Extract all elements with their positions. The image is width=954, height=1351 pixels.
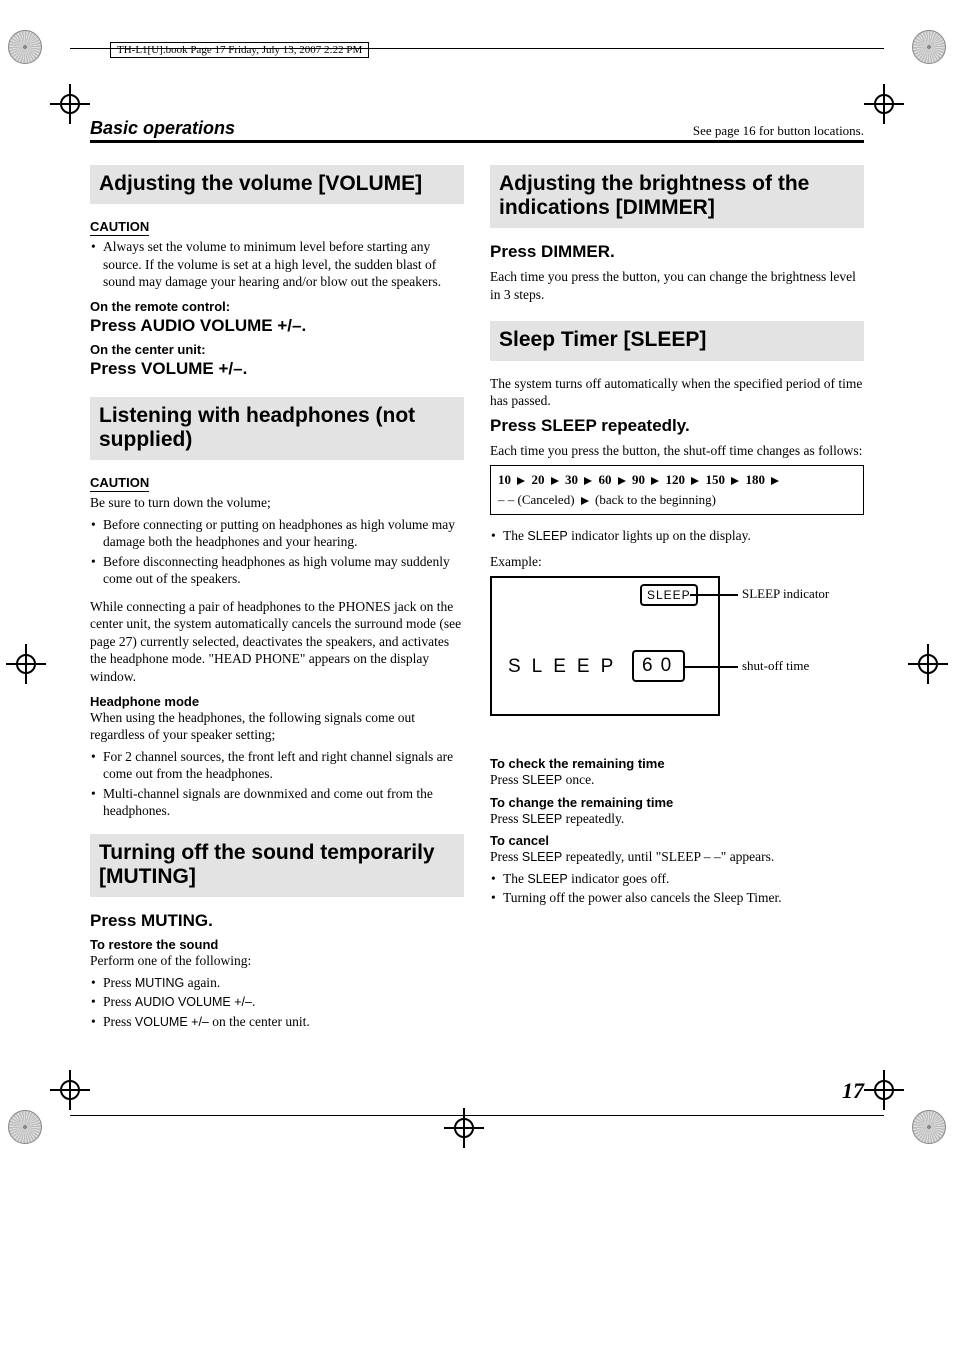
display-diagram: SLEEP SLEEP 60 SLEEP indicator shut-off … <box>490 576 864 736</box>
registration-mark-icon <box>870 90 898 118</box>
header-note: See page 16 for button locations. <box>693 123 864 139</box>
sub-label: On the remote control: <box>90 299 464 314</box>
sleep-sequence-box: 10 20 30 60 90 120 150 180 – – (Canceled… <box>490 465 864 515</box>
body-text: Press SLEEP once. <box>490 771 864 789</box>
heading-muting: Turning off the sound temporarily [MUTIN… <box>90 834 464 897</box>
body-text: Press VOLUME +/– on the center unit. <box>90 1013 464 1031</box>
caution-label: CAUTION <box>90 475 149 492</box>
display-time-text: 60 <box>632 650 685 682</box>
callout-label: SLEEP indicator <box>742 586 829 602</box>
caution-label: CAUTION <box>90 219 149 236</box>
crop-mark-icon <box>8 1110 42 1144</box>
body-text: Press AUDIO VOLUME +/–. <box>90 993 464 1011</box>
body-text: Press SLEEP repeatedly, until "SLEEP – –… <box>490 848 864 866</box>
right-column: Adjusting the brightness of the indicati… <box>490 161 864 1038</box>
registration-mark-icon <box>870 1076 898 1104</box>
sub-label: On the center unit: <box>90 342 464 357</box>
body-text: Turning off the power also cancels the S… <box>490 889 864 907</box>
action-text: Press VOLUME +/–. <box>90 359 464 379</box>
body-text: The SLEEP indicator lights up on the dis… <box>490 527 864 545</box>
body-text: Press MUTING again. <box>90 974 464 992</box>
body-text: The SLEEP indicator goes off. <box>490 870 864 888</box>
heading-volume: Adjusting the volume [VOLUME] <box>90 165 464 204</box>
body-text: Be sure to turn down the volume; <box>90 494 464 512</box>
page-header: Basic operations See page 16 for button … <box>90 118 864 143</box>
body-text: Example: <box>490 553 864 571</box>
heading-headphones: Listening with headphones (not supplied) <box>90 397 464 460</box>
body-text: Each time you press the button, the shut… <box>490 442 864 460</box>
action-text: Press MUTING. <box>90 911 464 931</box>
heading-sleep: Sleep Timer [SLEEP] <box>490 321 864 360</box>
crop-mark-icon <box>912 1110 946 1144</box>
crop-mark-icon <box>8 30 42 64</box>
framemaker-header: TH-L1[U].book Page 17 Friday, July 13, 2… <box>110 42 369 58</box>
action-text: Press DIMMER. <box>490 242 864 262</box>
sub-label: Headphone mode <box>90 694 464 709</box>
body-text: When using the headphones, the following… <box>90 709 464 744</box>
sub-label: To cancel <box>490 833 864 848</box>
left-column: Adjusting the volume [VOLUME] CAUTION Al… <box>90 161 464 1038</box>
body-text: Always set the volume to minimum level b… <box>90 238 464 291</box>
body-text: Before disconnecting headphones as high … <box>90 553 464 588</box>
action-text: Press SLEEP repeatedly. <box>490 416 864 436</box>
heading-dimmer: Adjusting the brightness of the indicati… <box>490 165 864 228</box>
registration-mark-icon <box>56 1076 84 1104</box>
body-text: While connecting a pair of headphones to… <box>90 598 464 686</box>
action-text: Press AUDIO VOLUME +/–. <box>90 316 464 336</box>
registration-mark-icon <box>450 1114 478 1142</box>
body-text: Multi-channel signals are downmixed and … <box>90 785 464 820</box>
sub-label: To change the remaining time <box>490 795 864 810</box>
page-number: 17 <box>90 1078 864 1104</box>
callout-label: shut-off time <box>742 658 809 674</box>
registration-mark-icon <box>56 90 84 118</box>
sub-label: To restore the sound <box>90 937 464 952</box>
sub-label: To check the remaining time <box>490 756 864 771</box>
body-text: Perform one of the following: <box>90 952 464 970</box>
registration-mark-icon <box>12 650 40 678</box>
crop-mark-icon <box>912 30 946 64</box>
body-text: Before connecting or putting on headphon… <box>90 516 464 551</box>
display-sleep-text: SLEEP <box>508 656 624 678</box>
registration-mark-icon <box>914 650 942 678</box>
body-text: The system turns off automatically when … <box>490 375 864 410</box>
body-text: Press SLEEP repeatedly. <box>490 810 864 828</box>
section-title: Basic operations <box>90 118 235 139</box>
body-text: Each time you press the button, you can … <box>490 268 864 303</box>
body-text: For 2 channel sources, the front left an… <box>90 748 464 783</box>
